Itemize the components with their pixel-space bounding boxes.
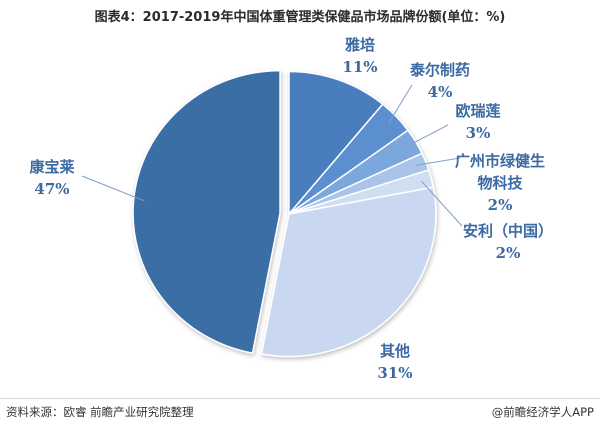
chart-title: 图表4：2017-2019年中国体重管理类保健品市场品牌份额(单位：%)	[94, 10, 506, 25]
slice-label-0: 雅培 11%	[342, 36, 377, 76]
slice-value-0: 11%	[342, 58, 377, 76]
slice-label-6: 康宝莱 47%	[29, 158, 74, 198]
leader-line-1	[388, 84, 413, 124]
slice-value-3: 2%	[488, 196, 513, 214]
pie-slice-0	[288, 70, 384, 217]
slice-label-3: 广州市绿健生物科技 2%	[455, 152, 545, 214]
brand-credit: @前瞻经济学人APP	[491, 405, 594, 419]
slice-value-1: 4%	[428, 83, 453, 101]
source-note: 资料来源：欧睿 前瞻产业研究院整理	[6, 405, 194, 419]
footer: 资料来源：欧睿 前瞻产业研究院整理 @前瞻经济学人APP	[0, 398, 600, 427]
leader-line-2	[406, 124, 449, 147]
pie-slice-6	[132, 69, 281, 355]
slice-label-4: 安利（中国） 2%	[463, 222, 553, 262]
leader-line-6	[81, 175, 145, 202]
leader-line-4	[421, 180, 463, 227]
slice-label-5: 其他 31%	[377, 342, 412, 382]
pie-slice-5	[260, 186, 437, 358]
slice-value-6: 47%	[34, 180, 69, 198]
slice-label-2: 欧瑞莲 3%	[455, 102, 500, 142]
slice-value-2: 3%	[466, 124, 491, 142]
pie-chart: 雅培 11% 泰尔制药 4%欧瑞莲 3% 广州市绿健生物科技 2% 安利（中国） 2% 其他 31%…	[29, 36, 553, 382]
slice-value-5: 31%	[377, 364, 412, 382]
slice-label-1: 泰尔制药 4%	[409, 61, 470, 101]
slice-value-4: 2%	[496, 244, 521, 262]
leader-line-3	[416, 157, 461, 166]
